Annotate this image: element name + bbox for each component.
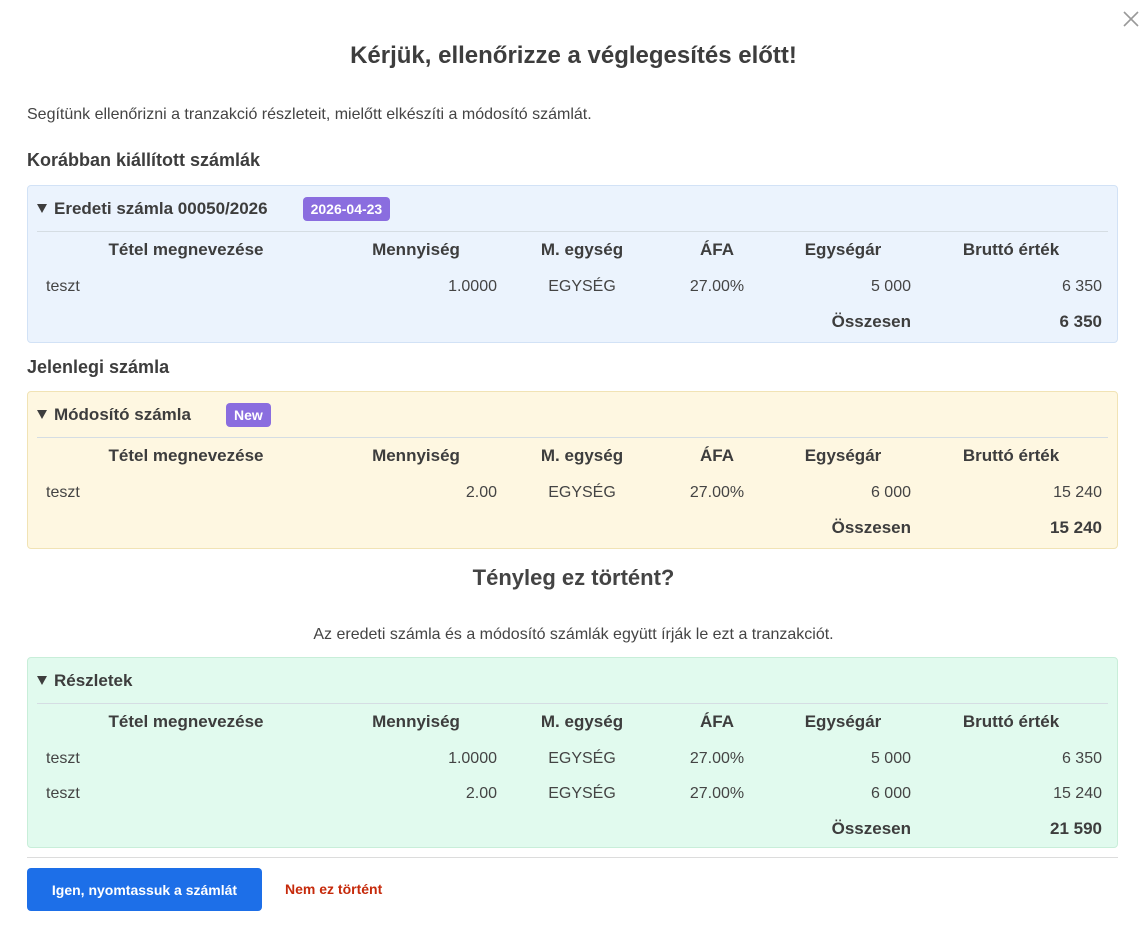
table-header: Tétel megnevezése Mennyiség M. egység ÁFA Eg… — [28, 703, 1117, 741]
collapse-icon — [37, 676, 47, 685]
table-header: Tétel megnevezése Mennyiség M. egység ÁFA Eg… — [28, 437, 1117, 475]
badge: New — [225, 402, 271, 427]
panel-title: Részletek — [54, 670, 133, 690]
table-cell: 5 000 — [870, 750, 911, 767]
column-header: Tétel megnevezése — [108, 712, 264, 731]
table-cell: EGYSÉG — [548, 278, 616, 295]
panel-header[interactable]: Eredeti számla 00050/2026 2026-04-23 — [37, 186, 1108, 232]
table-cell: 1.0000 — [448, 278, 497, 295]
panel-title: Eredeti számla 00050/2026 — [54, 198, 268, 218]
table-row: teszt 2.00 EGYSÉG 27.00% 6 000 15 240 — [28, 776, 1117, 811]
total-row: Összesen 15 240 — [28, 510, 1117, 545]
column-header: Tétel megnevezése — [108, 240, 264, 259]
column-header: Egységár — [804, 240, 882, 259]
section-heading: Jelenlegi számla — [27, 357, 170, 377]
question-note: Az eredeti számla és a módosító számlák … — [313, 626, 834, 643]
table-row: teszt 1.0000 EGYSÉG 27.00% 5 000 6 350 — [28, 269, 1117, 304]
panel-header[interactable]: Módosító számla New — [37, 392, 1108, 438]
total-value: 15 240 — [1050, 518, 1102, 537]
table-cell: 27.00% — [689, 278, 745, 295]
total-row: Összesen 21 590 — [28, 811, 1117, 846]
table-cell: 2.00 — [465, 484, 497, 501]
column-header: Mennyiség — [372, 712, 460, 731]
table-cell: teszt — [46, 278, 80, 295]
column-header: Egységár — [804, 446, 882, 465]
table-cell: teszt — [46, 785, 80, 802]
column-header: Mennyiség — [372, 446, 460, 465]
table-cell: teszt — [46, 484, 80, 501]
table-cell: 27.00% — [689, 484, 745, 501]
dialog-title: Kérjük, ellenőrizze a véglegesítés előtt… — [350, 42, 797, 69]
column-header: M. egység — [540, 446, 624, 465]
table-cell: 6 000 — [870, 484, 911, 501]
close-button[interactable] — [1122, 10, 1140, 28]
table-header: Tétel megnevezése Mennyiség M. egység ÁFA Eg… — [28, 231, 1117, 269]
total-label: Összesen — [831, 518, 911, 537]
table-cell: 6 350 — [1061, 750, 1102, 767]
invoice-panel: Módosító számla New Tétel megnevezése Menny… — [27, 391, 1118, 549]
column-header: Bruttó érték — [962, 712, 1060, 731]
panel-header[interactable]: Részletek — [37, 658, 1108, 704]
table-cell: 15 240 — [1053, 484, 1102, 501]
table-cell: 6 000 — [870, 785, 911, 802]
invoice-panel: Eredeti számla 00050/2026 2026-04-23 Tétel… — [27, 185, 1118, 343]
table-cell: teszt — [46, 750, 80, 767]
table-cell: EGYSÉG — [548, 785, 616, 802]
cancel-link[interactable]: Nem ez történt — [285, 881, 383, 897]
total-label: Összesen — [831, 312, 911, 331]
table-cell: 27.00% — [689, 785, 745, 802]
table-cell: 15 240 — [1053, 785, 1102, 802]
column-header: M. egység — [540, 240, 624, 259]
table-cell: 6 350 — [1061, 278, 1102, 295]
table-cell: 5 000 — [870, 278, 911, 295]
total-row: Összesen 6 350 — [28, 304, 1117, 339]
table-row: teszt 2.00 EGYSÉG 27.00% 6 000 15 240 — [28, 475, 1117, 510]
column-header: ÁFA — [700, 240, 734, 259]
section-heading: Korábban kiállított számlák — [27, 150, 261, 170]
table-cell: 27.00% — [689, 750, 745, 767]
total-value: 6 350 — [1059, 312, 1102, 331]
table-cell: 2.00 — [465, 785, 497, 802]
collapse-icon — [37, 204, 47, 213]
total-label: Összesen — [831, 819, 911, 838]
collapse-icon — [37, 410, 47, 419]
column-header: ÁFA — [700, 712, 734, 731]
column-header: M. egység — [540, 712, 624, 731]
table-row: teszt 1.0000 EGYSÉG 27.00% 5 000 6 350 — [28, 741, 1117, 776]
column-header: Mennyiség — [372, 240, 460, 259]
question-heading: Tényleg ez történt? — [472, 565, 675, 590]
details-panel: Részletek Tétel megnevezése Mennyiség M. eg… — [27, 657, 1118, 848]
total-value: 21 590 — [1050, 819, 1102, 838]
divider — [27, 857, 1118, 858]
column-header: Tétel megnevezése — [108, 446, 264, 465]
panel-title: Módosító számla — [54, 404, 191, 424]
column-header: Bruttó érték — [962, 240, 1060, 259]
confirm-button[interactable]: Igen, nyomtassuk a számlát — [27, 868, 262, 911]
column-header: ÁFA — [700, 446, 734, 465]
table-cell: EGYSÉG — [548, 750, 616, 767]
column-header: Egységár — [804, 712, 882, 731]
table-cell: EGYSÉG — [548, 484, 616, 501]
badge: 2026-04-23 — [302, 196, 391, 221]
intro-text: Segítünk ellenőrizni a tranzakció részle… — [27, 106, 592, 123]
table-cell: 1.0000 — [448, 750, 497, 767]
column-header: Bruttó érték — [962, 446, 1060, 465]
